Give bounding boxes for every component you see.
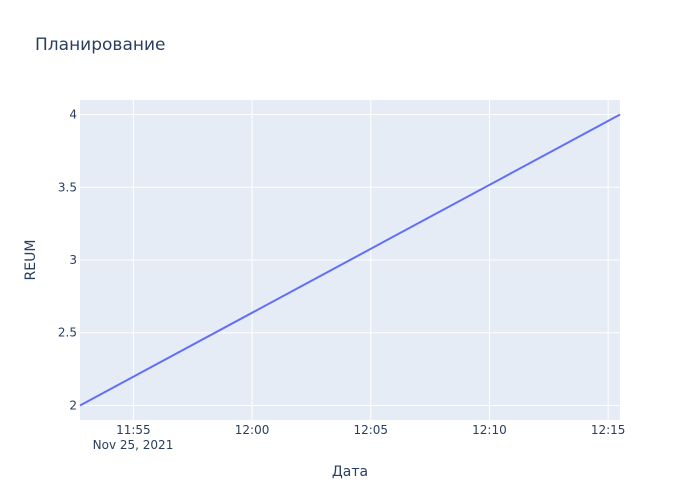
x-tick-label: 12:10	[472, 423, 507, 437]
series-line	[79, 113, 621, 407]
x-axis-ticks: 11:55 12:00 12:05 12:10 12:15	[116, 423, 625, 437]
y-axis-label: REUM	[23, 240, 39, 281]
x-tick-label: 12:05	[353, 423, 388, 437]
x-tick-label: 12:15	[591, 423, 626, 437]
x-tick-label: 12:00	[235, 423, 270, 437]
x-tick-label: 11:55	[116, 423, 151, 437]
y-axis-ticks: 2 2.5 3 3.5 4	[58, 108, 77, 413]
y-tick-label: 4	[69, 108, 77, 122]
y-tick-label: 3.5	[58, 180, 77, 194]
series-layer	[79, 113, 621, 407]
chart-title: Планирование	[35, 35, 165, 55]
x-axis-label: Дата	[332, 464, 368, 480]
y-tick-label: 2.5	[58, 326, 77, 340]
y-tick-label: 2	[69, 398, 77, 412]
x-axis-date-label: Nov 25, 2021	[93, 438, 174, 452]
y-tick-label: 3	[69, 253, 77, 267]
